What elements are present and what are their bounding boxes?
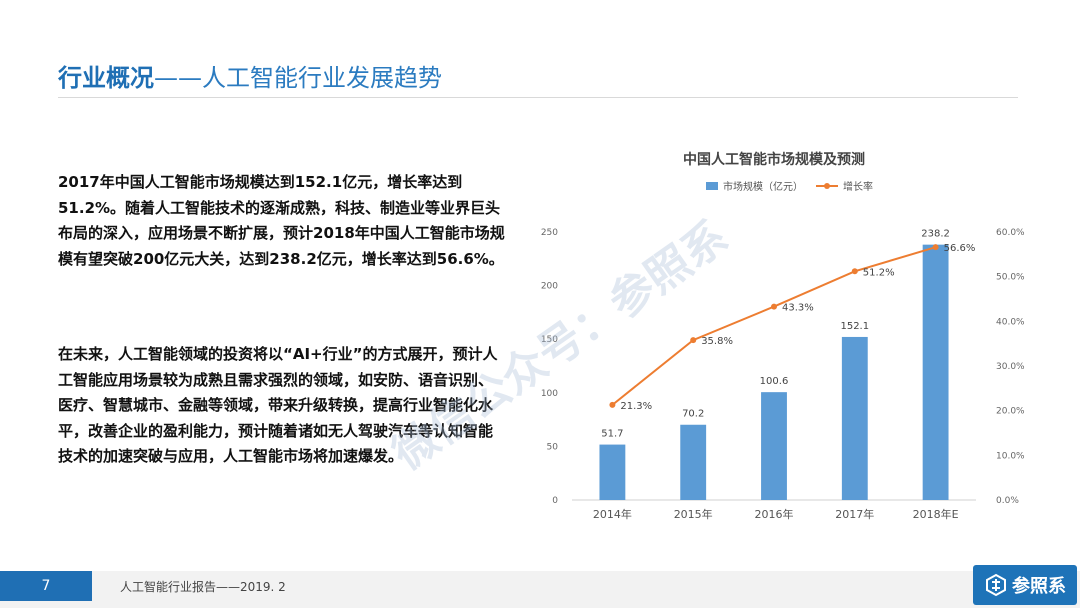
growth-value-label: 43.3% (782, 303, 814, 314)
bar (761, 392, 787, 500)
bar (599, 444, 626, 500)
y-left-tick-label: 0 (552, 496, 558, 506)
y-left-tick-label: 50 (547, 442, 559, 452)
y-right-tick-label: 40.0% (996, 317, 1025, 327)
bar (922, 244, 949, 500)
x-tick-label: 2018年E (913, 507, 959, 521)
legend-swatch-bar (706, 182, 718, 190)
brand-logo: 参照系 (973, 565, 1077, 605)
x-tick-label: 2015年 (674, 507, 713, 521)
logo-text: 参照系 (1012, 576, 1066, 597)
page-title-rest: ——人工智能行业发展趋势 (154, 64, 442, 92)
y-left-tick-label: 150 (541, 335, 558, 345)
x-tick-label: 2017年 (835, 507, 874, 521)
x-tick-label: 2016年 (755, 507, 794, 521)
growth-value-label: 35.8% (701, 336, 733, 347)
growth-point (690, 337, 697, 344)
legend-label-line: 增长率 (843, 180, 873, 193)
footer-report-label: 人工智能行业报告——2019. 2 (120, 580, 286, 594)
bar-value-label: 152.1 (840, 321, 869, 332)
page-title-bold: 行业概况 (58, 64, 154, 92)
growth-point (771, 303, 777, 310)
summary-paragraph: 2017年中国人工智能市场规模达到152.1亿元，增长率达到51.2%。随着人工… (58, 173, 505, 268)
logo-mark-icon (986, 573, 1006, 597)
bar-value-label: 100.6 (760, 376, 789, 387)
x-tick-label: 2014年 (593, 507, 632, 521)
growth-value-label: 21.3% (620, 401, 652, 412)
chart-title: 中国人工智能市场规模及预测 (683, 151, 865, 168)
y-left-tick-label: 100 (541, 389, 558, 399)
bar-value-label: 51.7 (601, 429, 623, 440)
footer-bar (0, 571, 1080, 608)
legend-marker-line (824, 183, 830, 189)
y-right-tick-label: 30.0% (996, 362, 1025, 372)
growth-point (851, 268, 858, 275)
bar (680, 424, 707, 500)
y-left-tick-label: 200 (541, 282, 558, 292)
growth-value-label: 56.6% (944, 243, 976, 254)
title-divider (58, 97, 1018, 98)
bar-value-label: 70.2 (682, 409, 704, 420)
y-right-tick-label: 20.0% (996, 407, 1025, 417)
growth-point (932, 244, 939, 251)
legend-label-bar: 市场规模（亿元） (723, 180, 803, 193)
page-number: 7 (0, 571, 92, 601)
bar (841, 336, 868, 500)
y-right-tick-label: 10.0% (996, 451, 1025, 461)
y-right-tick-label: 60.0% (996, 228, 1025, 238)
y-right-tick-label: 50.0% (996, 273, 1025, 283)
bar-value-label: 238.2 (921, 229, 950, 240)
growth-value-label: 51.2% (863, 267, 895, 278)
y-left-tick-label: 250 (541, 228, 558, 238)
page-title: 行业概况——人工智能行业发展趋势 (58, 58, 442, 93)
outlook-paragraph: 在未来，人工智能领域的投资将以“AI+行业”的方式展开，预计人工智能应用场景较为… (58, 345, 498, 465)
y-right-tick-label: 0.0% (996, 496, 1019, 506)
growth-point (609, 401, 616, 408)
